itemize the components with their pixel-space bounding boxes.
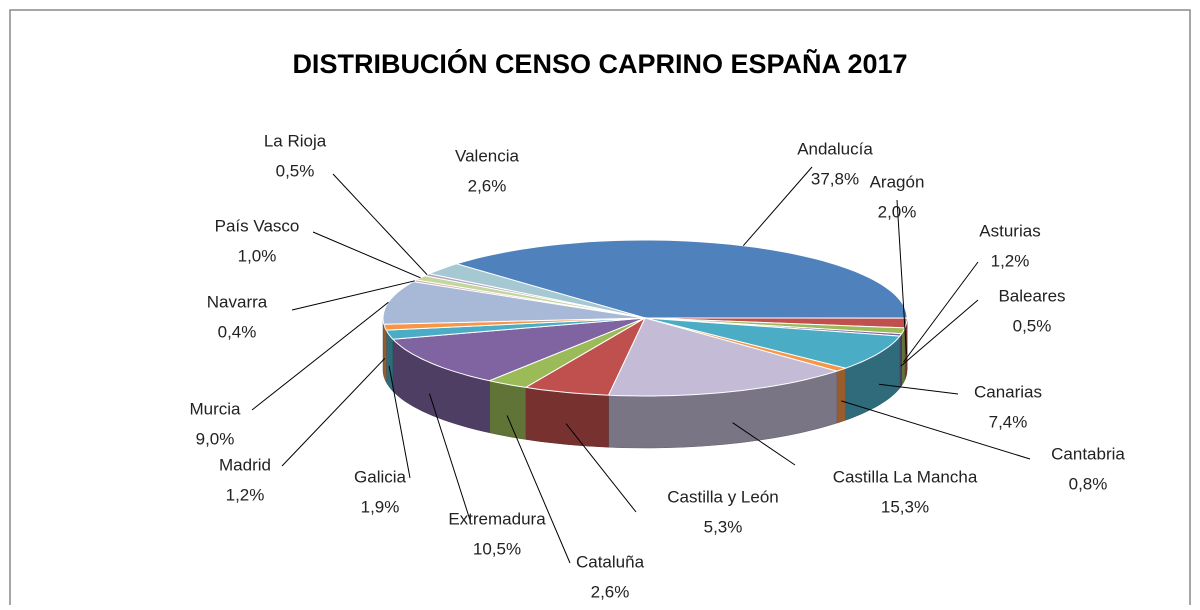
slice-top (524, 316, 647, 396)
slice-value-label: 7,4% (989, 412, 1028, 431)
slice-top (427, 263, 646, 319)
pie (382, 239, 908, 449)
slice-value-label: 9,0% (196, 429, 235, 448)
slice-side (525, 387, 609, 448)
leader-line (841, 400, 1031, 460)
leader-line (291, 280, 415, 311)
slice-category-label: Baleares (998, 286, 1065, 305)
slice-side (836, 367, 846, 424)
slice-value-label: 0,4% (218, 322, 257, 341)
slice-category-label: País Vasco (215, 216, 300, 235)
slice-value-label: 0,5% (1013, 316, 1052, 335)
slice-value-label: 1,0% (238, 246, 277, 265)
slice-value-label: 37,8% (811, 169, 859, 188)
leader-line (388, 365, 411, 479)
slice-side (383, 324, 387, 383)
slice-category-label: Cataluña (576, 552, 645, 571)
slice-category-label: Valencia (455, 146, 519, 165)
slice-value-label: 2,6% (591, 582, 630, 601)
slice-value-label: 15,3% (881, 497, 929, 516)
slice-value-label: 2,0% (878, 202, 917, 221)
leader-line (251, 301, 389, 411)
slice-value-label: 5,3% (704, 517, 743, 536)
slice-category-label: Galicia (354, 467, 407, 486)
leader-line (896, 199, 907, 355)
slice (427, 263, 646, 319)
leader-line (506, 415, 571, 564)
slice (644, 317, 901, 421)
leader-line (732, 422, 796, 466)
slice-category-label: Asturias (979, 221, 1040, 240)
slice-value-label: 1,2% (226, 485, 265, 504)
slice-side (382, 317, 385, 377)
slice (607, 317, 839, 449)
leader-line (903, 261, 979, 363)
slice-category-label: Castilla y León (667, 487, 779, 506)
slice-category-label: Canarias (974, 382, 1042, 401)
leader-line (742, 166, 813, 247)
slice-category-label: Murcia (189, 399, 241, 418)
leader-line (565, 423, 637, 513)
slice-category-label: Andalucía (797, 139, 873, 158)
slice-category-label: Castilla La Mancha (833, 467, 978, 486)
leader-line (900, 299, 979, 367)
leader-line (878, 383, 959, 395)
slice-value-label: 0,8% (1069, 474, 1108, 493)
slice (391, 317, 646, 434)
slice-value-label: 2,6% (468, 176, 507, 195)
slice-side (489, 380, 526, 440)
chart-title: DISTRIBUCIÓN CENSO CAPRINO ESPAÑA 2017 (292, 48, 907, 79)
slice-value-label: 1,2% (991, 251, 1030, 270)
slice-top (487, 317, 646, 388)
slice-value-label: 1,9% (361, 497, 400, 516)
slice-top (391, 317, 646, 382)
leader-line (312, 231, 421, 279)
slice-value-label: 10,5% (473, 539, 521, 558)
slice-side (901, 327, 906, 387)
slice-top (644, 317, 901, 369)
slice (487, 317, 646, 440)
slice-category-label: Navarra (207, 292, 268, 311)
slice-category-label: Aragón (870, 172, 925, 191)
slice-category-label: Extremadura (448, 509, 546, 528)
slice-category-label: La Rioja (264, 131, 327, 150)
slice-value-label: 0,5% (276, 161, 315, 180)
slice (524, 316, 647, 448)
leader-line (281, 358, 386, 467)
slice-category-label: Cantabria (1051, 444, 1125, 463)
leader-line (429, 393, 471, 521)
slice-side (899, 332, 902, 389)
slice-category-label: Madrid (219, 455, 271, 474)
labels: Andalucía 37,8% Aragón 2,0% Asturias 1,2% Bale… (189, 131, 1125, 601)
leader-line (332, 173, 428, 276)
slice-top (607, 317, 839, 397)
